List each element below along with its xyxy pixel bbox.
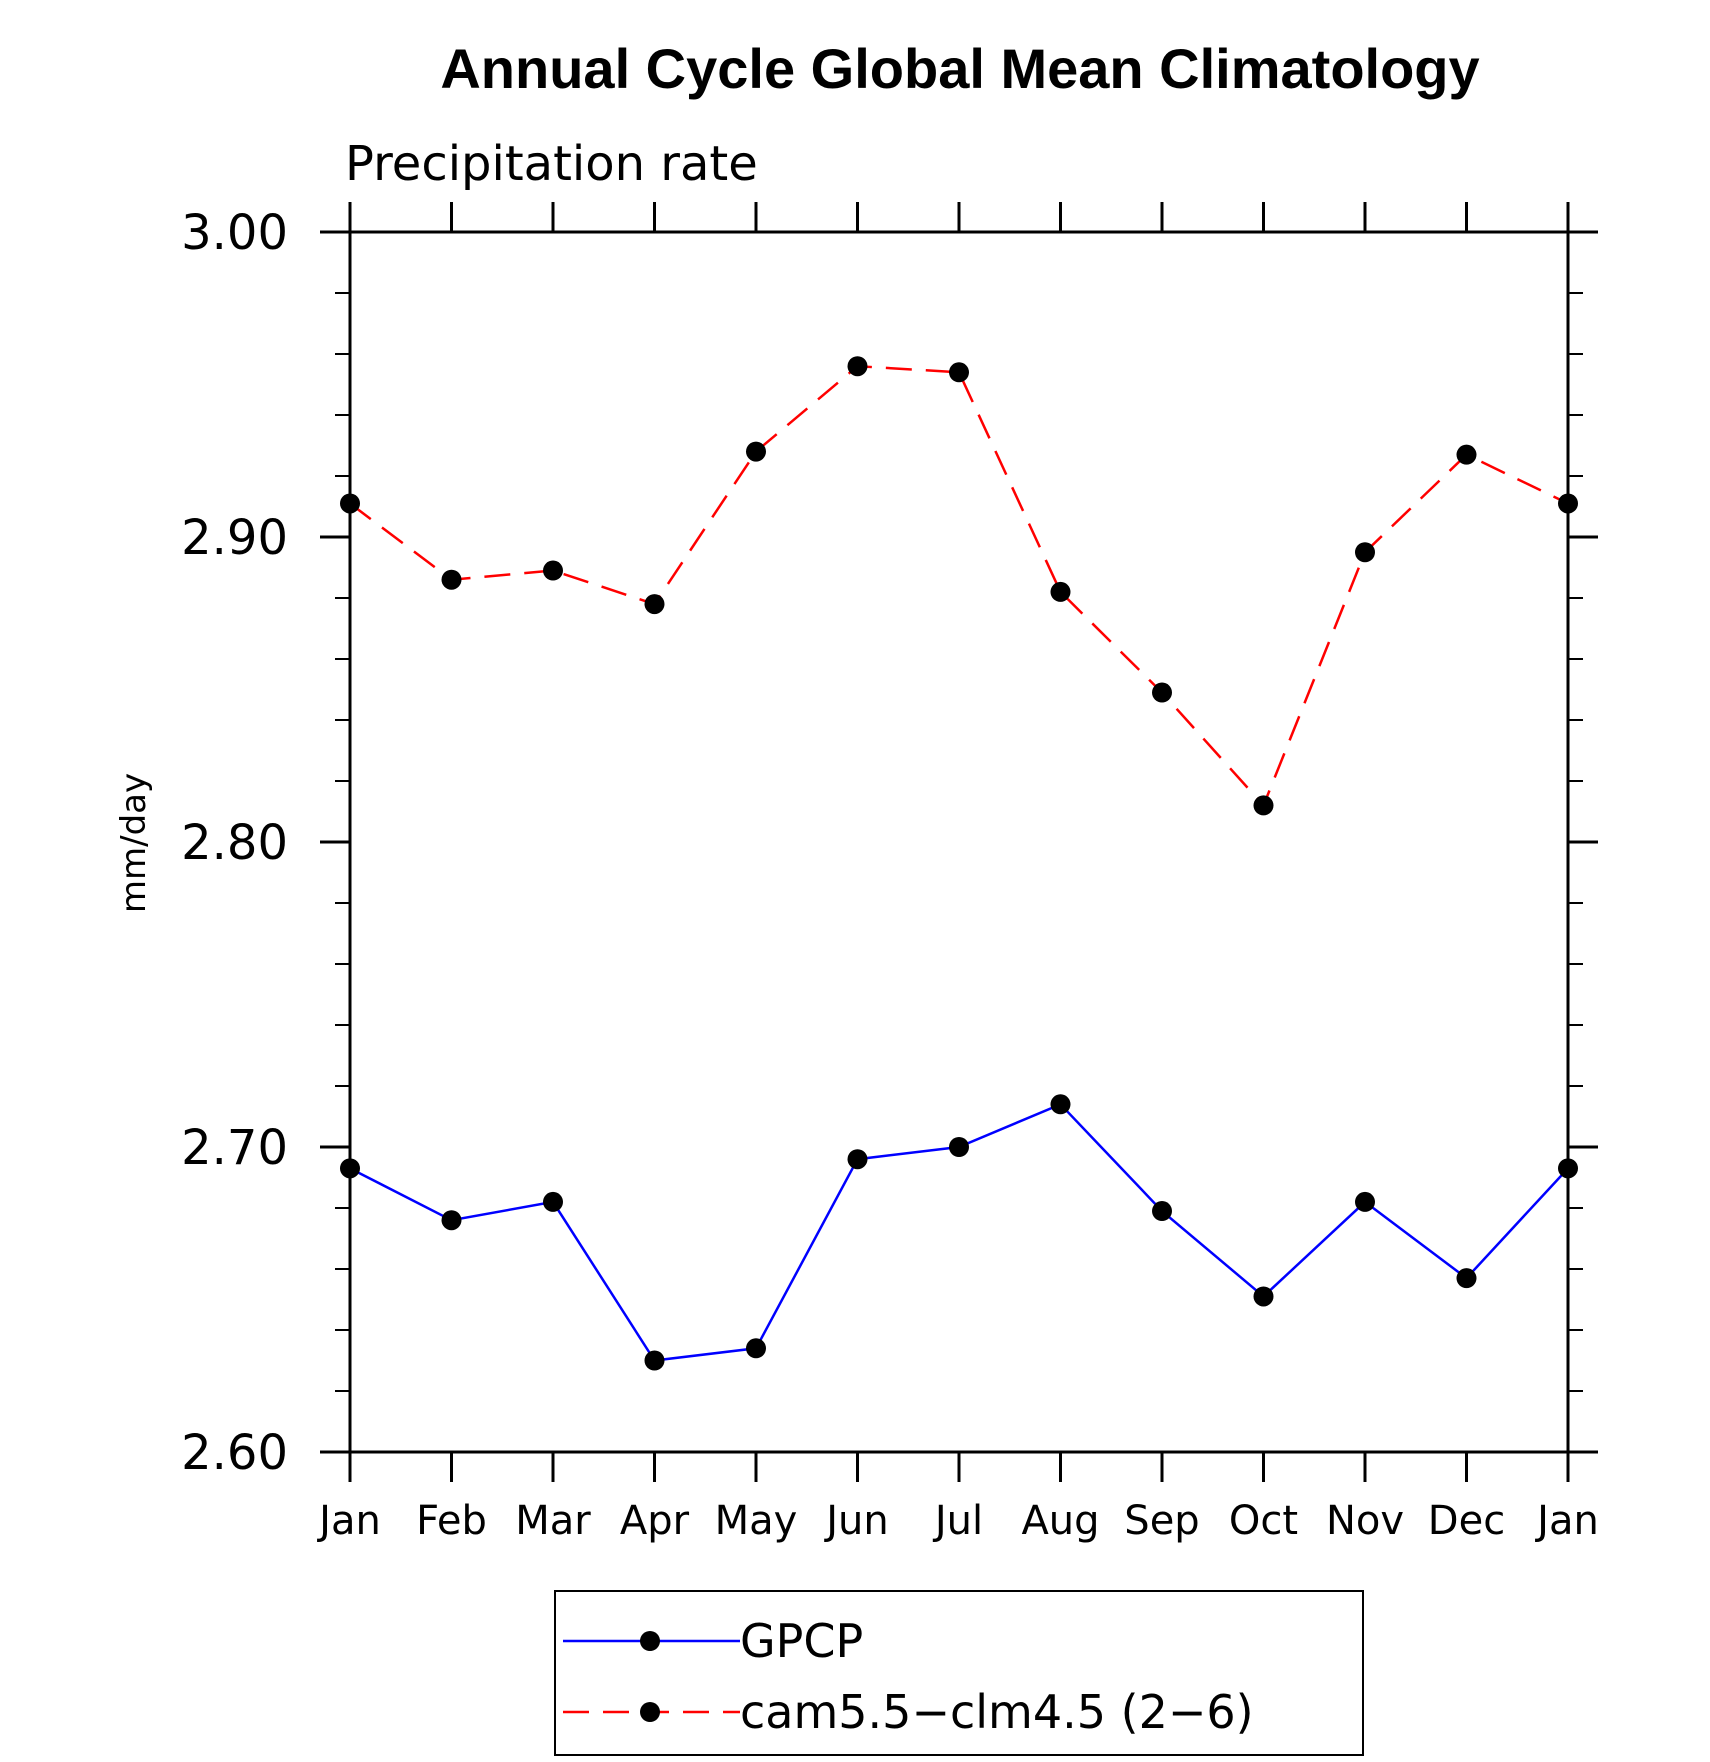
x-tick-label: May bbox=[715, 1498, 798, 1544]
data-point bbox=[1355, 542, 1375, 563]
legend: GPCP cam5.5−clm4.5 (2−6) bbox=[554, 1590, 1364, 1756]
x-tick-label: Aug bbox=[1021, 1498, 1099, 1544]
legend-items: GPCP cam5.5−clm4.5 (2−6) bbox=[563, 1614, 1254, 1739]
data-point bbox=[441, 569, 462, 590]
data-point bbox=[1253, 795, 1274, 816]
data-point bbox=[340, 1158, 360, 1179]
x-tick-label: Sep bbox=[1124, 1498, 1199, 1544]
y-tick-label: 2.70 bbox=[181, 1120, 288, 1176]
legend-item: cam5.5−clm4.5 (2−6) bbox=[563, 1685, 1254, 1739]
series-line bbox=[349, 364, 1569, 808]
data-point bbox=[1152, 682, 1172, 703]
x-tick-label: Apr bbox=[620, 1498, 690, 1544]
data-point bbox=[543, 1191, 563, 1212]
data-point bbox=[543, 560, 563, 581]
data-point bbox=[1558, 1158, 1578, 1179]
axes: Jan Feb Mar Apr May Jun Jul Aug Sep Oct Nov Dec Jan 2… bbox=[181, 202, 1599, 1544]
x-tick-label: Feb bbox=[416, 1498, 487, 1544]
data-point bbox=[1355, 1191, 1375, 1212]
plot-frame bbox=[348, 230, 1570, 1454]
y-tick-label: 2.80 bbox=[181, 815, 288, 871]
x-tick-label: Nov bbox=[1326, 1498, 1404, 1544]
y-tick-label: 2.60 bbox=[181, 1425, 288, 1481]
legend-marker bbox=[640, 1702, 660, 1722]
data-point bbox=[1456, 444, 1477, 465]
data-point bbox=[1050, 1094, 1071, 1115]
legend-label: GPCP bbox=[740, 1614, 863, 1668]
data-point bbox=[644, 594, 665, 615]
y-axis-label: mm/day bbox=[114, 773, 154, 913]
data-point bbox=[847, 356, 868, 377]
x-tick-label: Jan bbox=[316, 1498, 381, 1544]
x-tick-label: Dec bbox=[1428, 1498, 1505, 1544]
data-point bbox=[1152, 1201, 1172, 1222]
data-point bbox=[746, 1338, 766, 1359]
series-layer bbox=[340, 356, 1578, 1371]
x-tick-label: Mar bbox=[515, 1498, 591, 1544]
legend-marker bbox=[640, 1631, 660, 1651]
y-tick-label: 3.00 bbox=[181, 205, 288, 261]
legend-item: GPCP bbox=[563, 1614, 863, 1668]
legend-label: cam5.5−clm4.5 (2−6) bbox=[740, 1685, 1254, 1739]
data-point bbox=[1253, 1286, 1274, 1307]
y-tick-label: 2.90 bbox=[181, 510, 288, 566]
data-point bbox=[1558, 493, 1578, 514]
data-point bbox=[644, 1350, 665, 1371]
series-1 bbox=[340, 356, 1578, 816]
x-tick-label: Jul bbox=[932, 1498, 983, 1544]
data-point bbox=[1456, 1268, 1477, 1289]
x-tick-label: Oct bbox=[1229, 1498, 1298, 1544]
data-point bbox=[441, 1210, 462, 1231]
chart-subtitle: Precipitation rate bbox=[345, 136, 758, 192]
chart-title: Annual Cycle Global Mean Climatology bbox=[440, 37, 1479, 100]
legend-box bbox=[554, 1590, 1364, 1756]
data-point bbox=[1050, 581, 1071, 602]
data-point bbox=[847, 1149, 868, 1170]
data-point bbox=[746, 441, 766, 462]
data-point bbox=[949, 1137, 969, 1157]
x-tick-label: Jan bbox=[1534, 1498, 1599, 1544]
series-0 bbox=[340, 1094, 1578, 1371]
data-point bbox=[949, 362, 969, 383]
data-point bbox=[340, 493, 360, 514]
x-tick-label: Jun bbox=[823, 1498, 889, 1544]
